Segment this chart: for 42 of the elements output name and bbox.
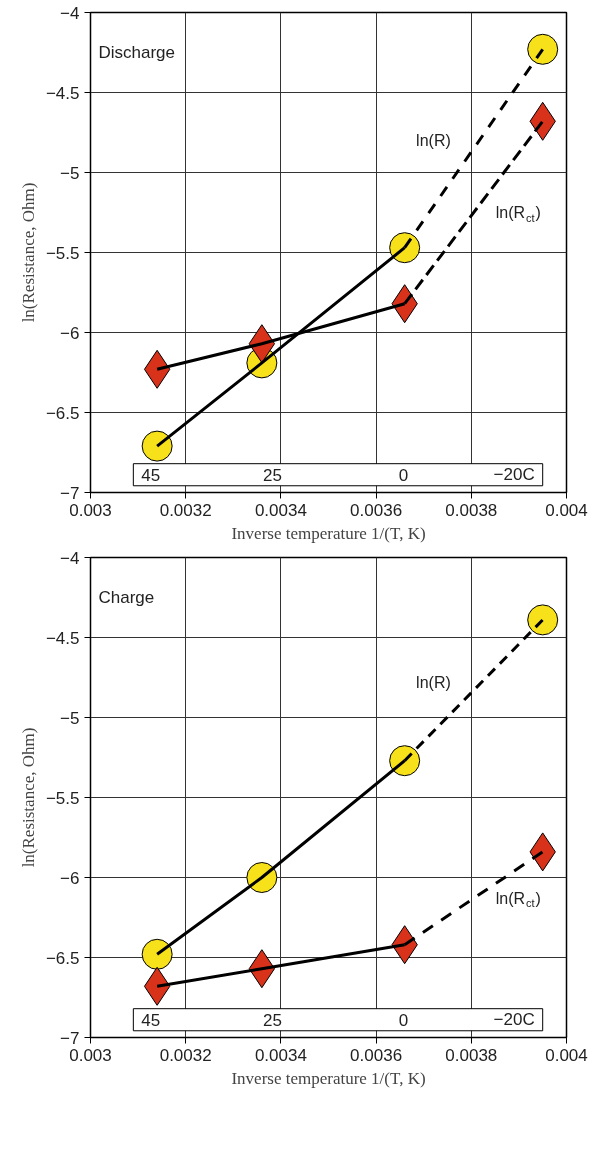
x-tick-label: 0.0036 [350,1045,403,1065]
y-tick-label: −6.5 [45,403,80,423]
text: Charge [98,588,155,607]
series-label: ln(R) [416,673,451,691]
x-tick-label: 0.0036 [350,500,403,520]
y-axis-title: ln(Resistance, Ohm) [18,727,38,868]
x-tick-label: 0.0034 [254,500,307,520]
annotation: 0 [398,465,409,485]
annotation: −20C [493,1010,535,1030]
x-axis-title: Inverse temperature 1/(T, K) [231,523,426,543]
annotation: 25 [263,1010,282,1030]
x-tick-label: 0.004 [545,1045,588,1065]
y-tick-label: −7 [60,483,80,503]
x-tick-label: 0.003 [69,1045,112,1065]
x-tick-label: 0.004 [545,500,588,520]
annotation: 25 [263,465,282,485]
annotation: 45 [141,465,161,485]
series-label: ln(R) [416,132,451,149]
y-tick-label: −6 [60,868,80,888]
y-tick-label: −6 [60,323,80,343]
y-tick-label: −4.5 [45,628,80,648]
x-tick-label: 0.0038 [445,500,498,520]
y-tick-label: −5.5 [45,788,80,808]
text: Discharge [98,43,176,62]
y-tick-label: −5.5 [45,243,80,263]
y-tick-label: −5 [60,708,80,728]
x-tick-label: 0.0032 [159,500,212,520]
annotation: 0 [398,1010,409,1030]
y-tick-label: −6.5 [45,948,80,968]
y-tick-label: −7 [60,1028,80,1048]
x-tick-label: 0.003 [69,500,112,520]
x-tick-label: 0.0032 [159,1045,212,1065]
y-tick-label: −4 [60,548,80,568]
y-tick-label: −4.5 [45,83,80,103]
annotation: −20C [493,465,535,485]
y-axis-title: ln(Resistance, Ohm) [18,182,38,323]
x-tick-label: 0.0034 [254,1045,307,1065]
x-axis-title: Inverse temperature 1/(T, K) [231,1068,426,1088]
annotation: 45 [141,1010,161,1030]
y-tick-label: −5 [60,163,80,183]
y-tick-label: −4 [60,3,80,23]
x-tick-label: 0.0038 [445,1045,498,1065]
